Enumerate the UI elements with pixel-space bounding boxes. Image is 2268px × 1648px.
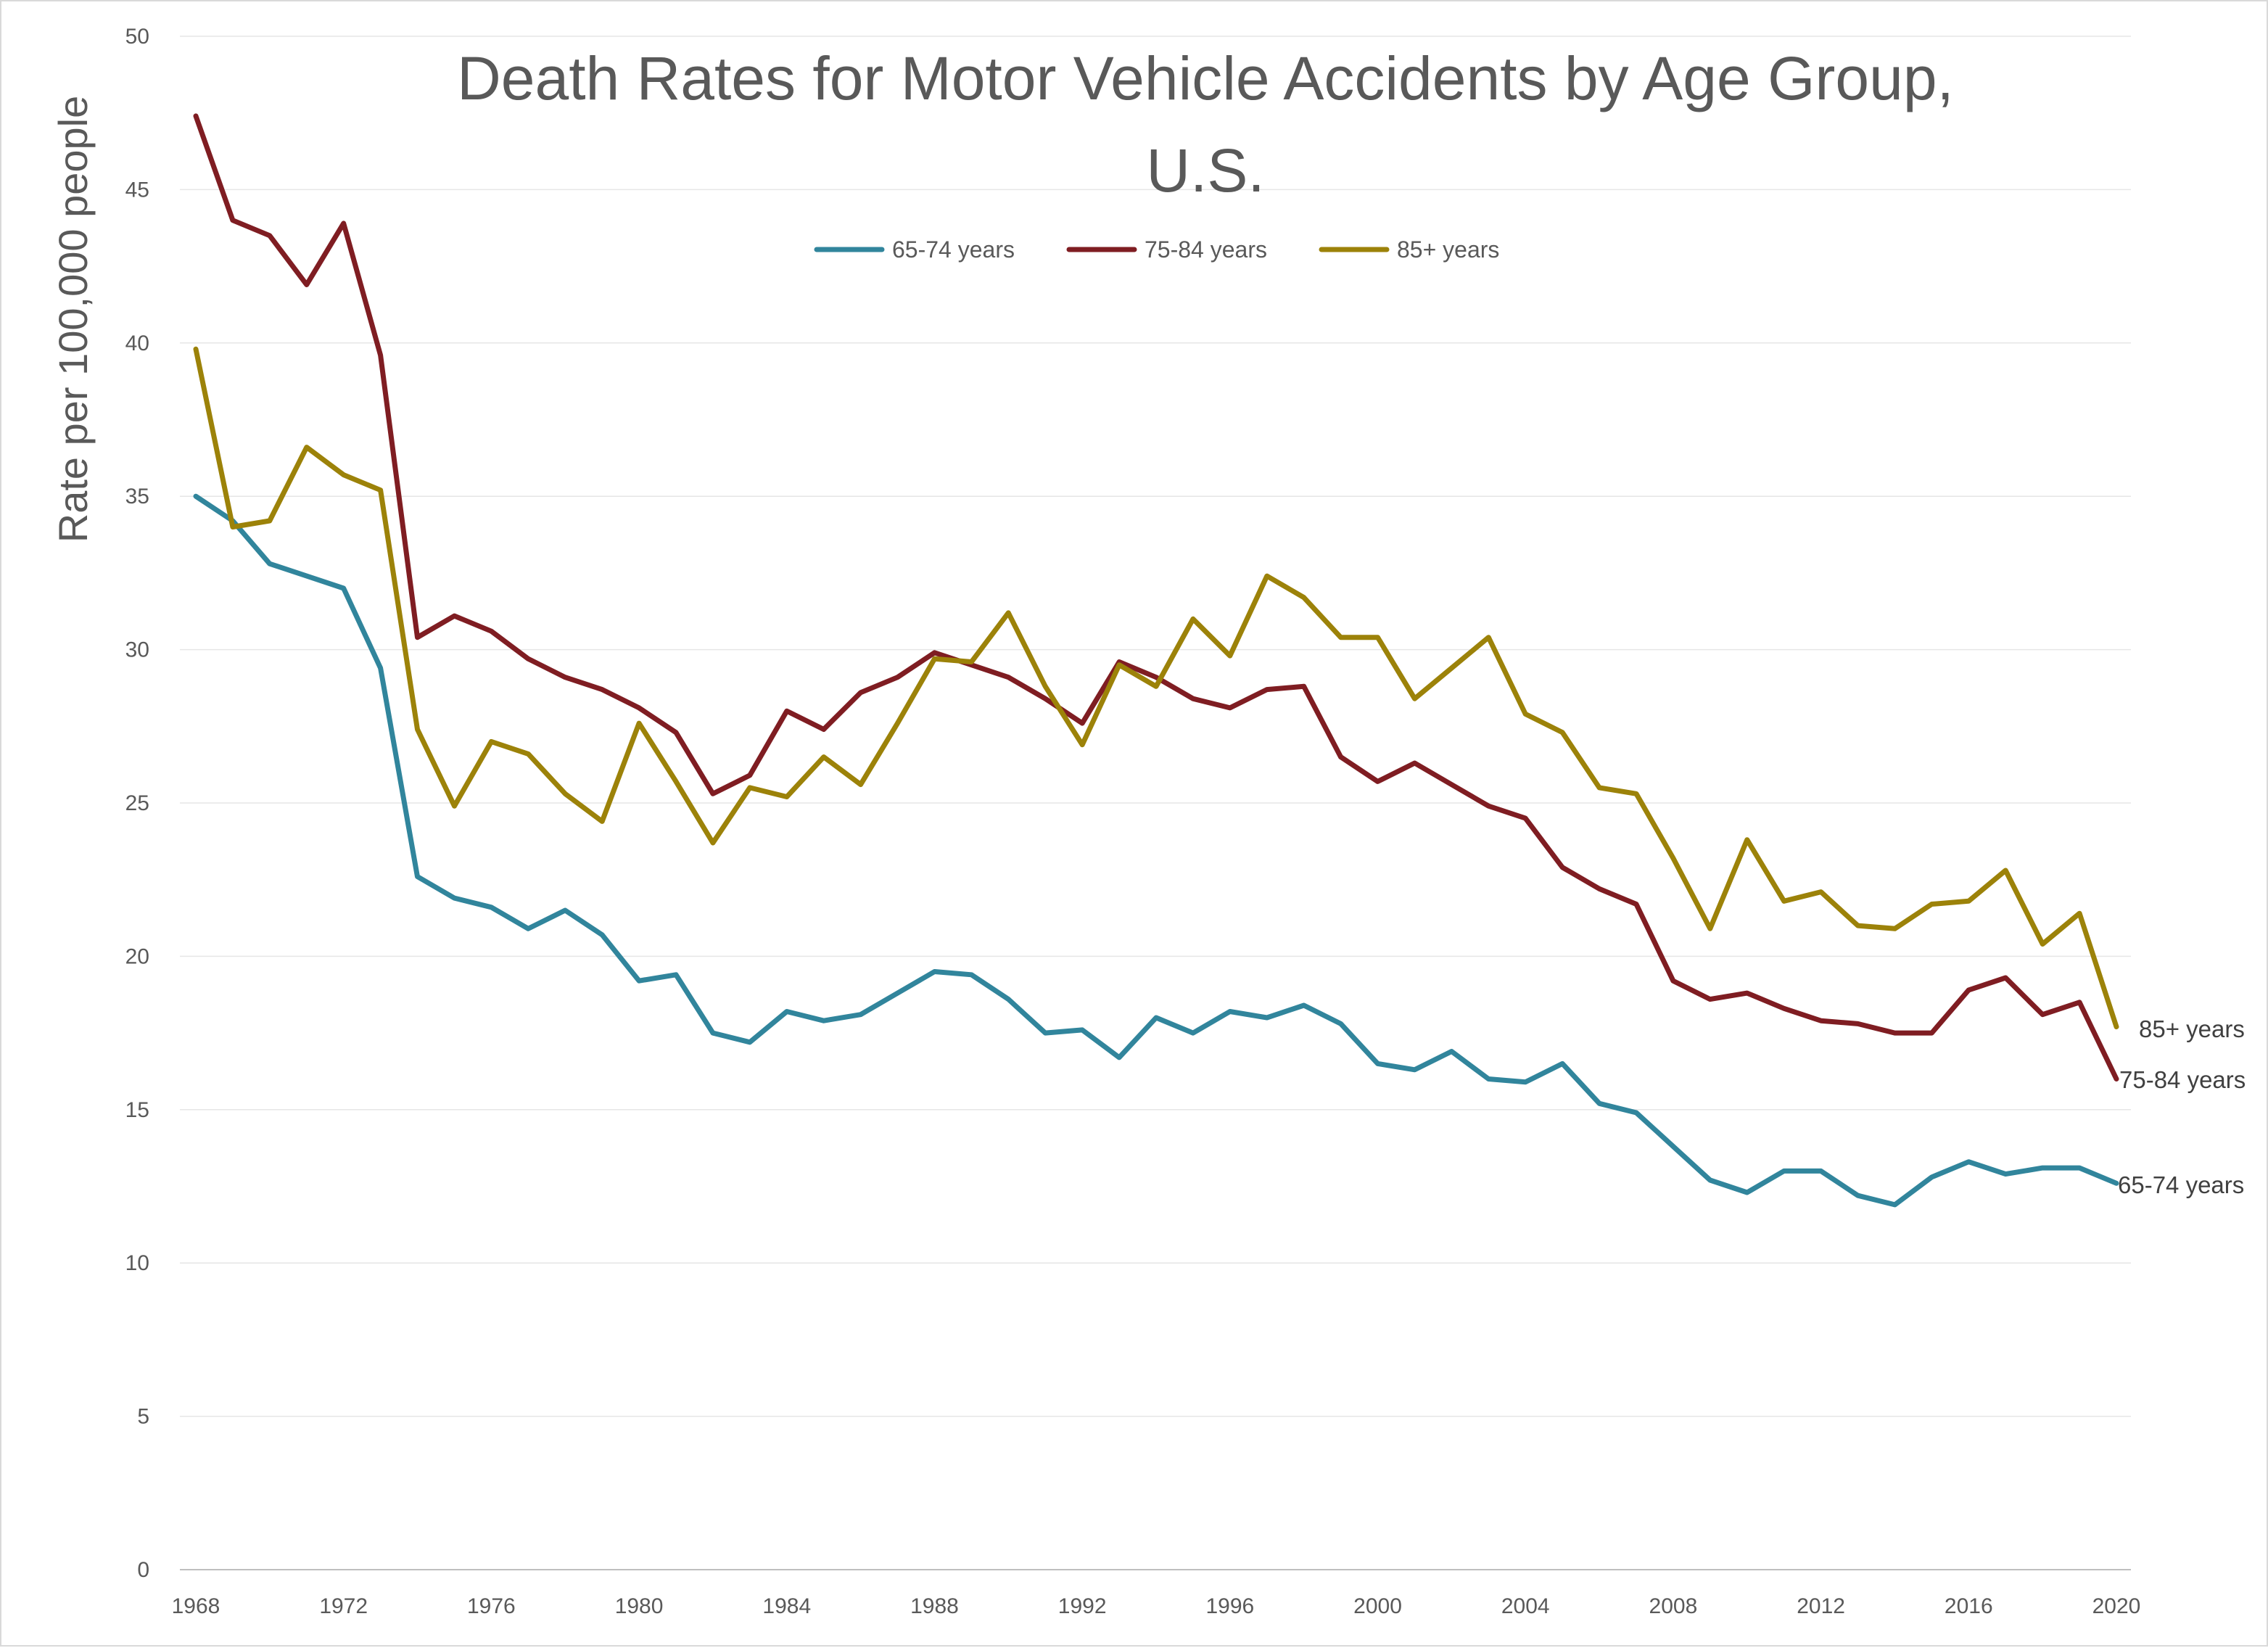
chart-title-line2: U.S. xyxy=(1146,136,1264,205)
series-line-3 xyxy=(193,346,2119,1030)
x-tick-label: 1988 xyxy=(910,1594,959,1618)
y-tick-label: 15 xyxy=(125,1098,149,1122)
x-tick-label: 1984 xyxy=(762,1594,811,1618)
end-label-series-2: 75-84 years xyxy=(2119,1066,2246,1093)
end-label-series-1: 65-74 years xyxy=(2118,1171,2244,1198)
y-tick-label: 0 xyxy=(137,1558,149,1582)
series-end-labels: 65-74 years 75-84 years 85+ years xyxy=(2118,1015,2246,1198)
x-tick-label: 1968 xyxy=(172,1594,220,1618)
x-tick-label: 1996 xyxy=(1205,1594,1254,1618)
gridlines xyxy=(180,36,2131,1570)
legend-label-1: 65-74 years xyxy=(892,236,1015,263)
y-tick-label: 25 xyxy=(125,791,149,815)
x-tick-label: 2000 xyxy=(1353,1594,1402,1618)
legend: 65-74 years 75-84 years 85+ years xyxy=(814,236,1499,263)
x-tick-label: 2008 xyxy=(1649,1594,1698,1618)
y-axis-title: Rate per 100,000 people xyxy=(50,96,96,543)
y-tick-label: 20 xyxy=(125,944,149,968)
legend-label-3: 85+ years xyxy=(1397,236,1499,263)
y-tick-label: 5 xyxy=(137,1405,149,1429)
y-axis: 0 5 10 15 20 25 30 35 40 45 50 xyxy=(125,25,149,1582)
y-tick-label: 10 xyxy=(125,1251,149,1275)
series-line-1 xyxy=(193,493,2119,1208)
y-tick-label: 35 xyxy=(125,485,149,508)
series-lines xyxy=(193,113,2119,1208)
x-tick-label: 1976 xyxy=(467,1594,516,1618)
x-tick-label: 1972 xyxy=(319,1594,368,1618)
y-tick-label: 45 xyxy=(125,178,149,202)
end-label-series-3: 85+ years xyxy=(2139,1015,2245,1042)
x-tick-label: 1992 xyxy=(1058,1594,1107,1618)
legend-label-2: 75-84 years xyxy=(1145,236,1267,263)
x-axis: 1968 1972 1976 1980 1984 1988 1992 1996 2000 2004… xyxy=(172,1594,2141,1618)
x-tick-label: 2012 xyxy=(1797,1594,1845,1618)
chart-title-line1: Death Rates for Motor Vehicle Accidents … xyxy=(457,44,1954,112)
x-tick-label: 1980 xyxy=(615,1594,664,1618)
y-tick-label: 50 xyxy=(125,25,149,49)
x-tick-label: 2020 xyxy=(2092,1594,2141,1618)
series-line-2 xyxy=(193,113,2119,1082)
y-tick-label: 30 xyxy=(125,638,149,662)
x-tick-label: 2004 xyxy=(1501,1594,1550,1618)
y-tick-label: 40 xyxy=(125,331,149,355)
x-tick-label: 2016 xyxy=(1945,1594,1993,1618)
